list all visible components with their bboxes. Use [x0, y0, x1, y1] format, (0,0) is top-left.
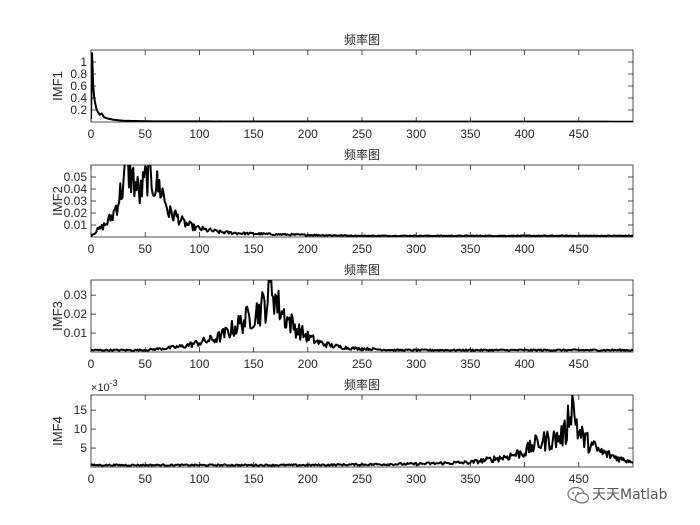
x-tick-label: 250: [352, 242, 372, 256]
x-tick-label: 150: [244, 472, 264, 486]
subplot-stack: 0 50 100 150 200 250 300 350 400 4500.20.40.60.81…: [50, 32, 634, 486]
x-tick-label: 200: [298, 357, 318, 371]
x-tick-label: 200: [298, 242, 318, 256]
series-line-1: [91, 52, 633, 122]
axes-box: [90, 394, 634, 468]
subplot-4: 0 50 100 150 200 250 300 350 400 450 5 10 15×10-3 频率图…: [50, 377, 634, 486]
axes-box: [90, 279, 634, 353]
y-tick-label: 1: [80, 55, 87, 69]
x-tick-label: 350: [460, 357, 480, 371]
y-tick-label: 0.05: [64, 170, 88, 184]
watermark-text: 天天Matlab: [592, 487, 668, 503]
x-tick-label: 300: [406, 357, 426, 371]
y-tick-label: 0.02: [64, 307, 88, 321]
x-tick-label: 400: [515, 472, 535, 486]
y-tick-label: 0.01: [64, 326, 88, 340]
y-tick-label: 15: [74, 403, 88, 417]
axes-box: [90, 164, 634, 238]
x-tick-label: 100: [189, 472, 209, 486]
x-tick-label: 0: [88, 127, 95, 141]
y-tick-label: 0.4: [70, 91, 87, 105]
y-tick-label: 0.03: [64, 194, 88, 208]
x-tick-label: 450: [569, 127, 589, 141]
x-tick-label: 200: [298, 127, 318, 141]
x-tick-label: 250: [352, 472, 372, 486]
series-line-1: [91, 395, 633, 467]
x-tick-label: 100: [189, 357, 209, 371]
x-tick-label: 450: [569, 472, 589, 486]
series-line-1: [91, 280, 633, 352]
subplot-title: 频率图: [344, 262, 380, 277]
x-tick-label: 50: [139, 242, 153, 256]
subplot-title: 频率图: [344, 147, 380, 162]
y-tick-label: 0.6: [70, 79, 87, 93]
x-tick-label: 150: [244, 242, 264, 256]
y-tick-label: 0.01: [64, 218, 88, 232]
x-tick-label: 100: [189, 127, 209, 141]
x-tick-label: 250: [352, 127, 372, 141]
x-tick-label: 0: [88, 242, 95, 256]
subplot-title: 频率图: [344, 377, 380, 392]
x-tick-label: 400: [515, 242, 535, 256]
y-axis-label: IMF1: [50, 71, 65, 101]
x-tick-label: 50: [139, 357, 153, 371]
subplot-3: 0 50 100 150 200 250 300 350 400 450 0.01 0.02 0.03 频…: [50, 262, 634, 371]
y-tick-label: 5: [80, 441, 87, 455]
x-tick-label: 0: [88, 357, 95, 371]
x-tick-label: 150: [244, 127, 264, 141]
y-tick-label: 0.02: [64, 206, 88, 220]
x-tick-label: 0: [88, 472, 95, 486]
x-tick-label: 250: [352, 357, 372, 371]
x-tick-label: 350: [460, 472, 480, 486]
y-exponent-label: ×10-3: [91, 378, 118, 394]
y-tick-label: 10: [74, 422, 88, 436]
series-line-1: [91, 165, 633, 237]
y-axis-label: IMF4: [50, 416, 65, 446]
x-tick-label: 300: [406, 127, 426, 141]
x-tick-label: 350: [460, 242, 480, 256]
y-axis-label: IMF2: [50, 186, 65, 216]
wechat-icon: [567, 486, 590, 504]
y-tick-label: 0.04: [64, 182, 88, 196]
y-tick-label: 0.8: [70, 67, 87, 81]
subplot-title: 频率图: [344, 32, 380, 47]
subplot-2: 0 50 100 150 200 250 300 350 400 4500.010.020.030…: [50, 147, 634, 256]
axes-box: [90, 49, 634, 123]
x-tick-label: 300: [406, 472, 426, 486]
y-axis-label: IMF3: [50, 301, 65, 331]
y-tick-label: 0.2: [70, 103, 87, 117]
x-tick-label: 450: [569, 357, 589, 371]
x-tick-label: 450: [569, 242, 589, 256]
x-tick-label: 350: [460, 127, 480, 141]
watermark: 天天Matlab: [567, 486, 668, 504]
x-tick-label: 400: [515, 127, 535, 141]
y-tick-label: 0.03: [64, 288, 88, 302]
x-tick-label: 300: [406, 242, 426, 256]
x-tick-label: 150: [244, 357, 264, 371]
x-tick-label: 400: [515, 357, 535, 371]
x-tick-label: 50: [139, 472, 153, 486]
subplot-1: 0 50 100 150 200 250 300 350 400 450 0.20.40.60.81…: [50, 32, 634, 141]
x-tick-label: 100: [189, 242, 209, 256]
x-tick-label: 50: [139, 127, 153, 141]
x-tick-label: 200: [298, 472, 318, 486]
